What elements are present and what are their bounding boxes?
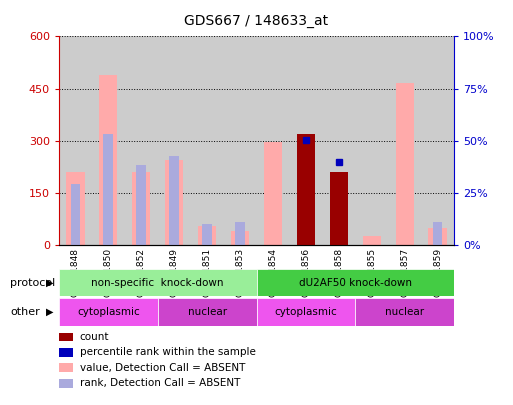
Bar: [428, 228, 447, 245]
Bar: [256, 298, 355, 326]
Text: nuclear: nuclear: [188, 307, 227, 317]
Text: count: count: [80, 332, 109, 342]
Bar: [59, 36, 92, 245]
Bar: [158, 298, 256, 326]
Bar: [202, 224, 212, 245]
Bar: [198, 226, 216, 245]
Text: ▶: ▶: [46, 278, 54, 288]
Text: value, Detection Call = ABSENT: value, Detection Call = ABSENT: [80, 363, 245, 373]
Bar: [396, 83, 413, 245]
Bar: [297, 134, 315, 245]
Bar: [330, 172, 348, 245]
Text: cytoplasmic: cytoplasmic: [274, 307, 337, 317]
Bar: [231, 231, 249, 245]
Bar: [198, 226, 216, 245]
Text: nuclear: nuclear: [385, 307, 424, 317]
Bar: [355, 298, 454, 326]
Text: ▶: ▶: [46, 307, 54, 317]
Bar: [421, 36, 454, 245]
Text: rank, Detection Call = ABSENT: rank, Detection Call = ABSENT: [80, 378, 240, 388]
Bar: [388, 36, 421, 245]
Bar: [92, 36, 125, 245]
Text: non-specific  knock-down: non-specific knock-down: [91, 278, 224, 288]
Bar: [132, 172, 150, 245]
Text: GDS667 / 148633_at: GDS667 / 148633_at: [185, 14, 328, 28]
Bar: [289, 36, 322, 245]
Bar: [136, 165, 146, 245]
Bar: [59, 298, 158, 326]
Bar: [125, 36, 157, 245]
Bar: [191, 36, 224, 245]
Bar: [235, 222, 245, 245]
Text: protocol: protocol: [10, 278, 55, 288]
Text: dU2AF50 knock-down: dU2AF50 knock-down: [299, 278, 412, 288]
Bar: [104, 134, 113, 245]
Bar: [432, 222, 443, 245]
Bar: [100, 75, 117, 245]
Bar: [165, 160, 183, 245]
Text: cytoplasmic: cytoplasmic: [77, 307, 140, 317]
Bar: [59, 269, 256, 296]
Bar: [355, 36, 388, 245]
Bar: [256, 36, 289, 245]
Bar: [322, 36, 355, 245]
Bar: [363, 237, 381, 245]
Text: other: other: [10, 307, 40, 317]
Bar: [256, 269, 454, 296]
Bar: [70, 184, 81, 245]
Bar: [428, 228, 447, 245]
Bar: [66, 172, 85, 245]
Bar: [224, 36, 256, 245]
Bar: [231, 231, 249, 245]
Text: percentile rank within the sample: percentile rank within the sample: [80, 347, 255, 357]
Bar: [169, 156, 179, 245]
Bar: [264, 143, 282, 245]
Bar: [235, 222, 245, 245]
Bar: [157, 36, 191, 245]
